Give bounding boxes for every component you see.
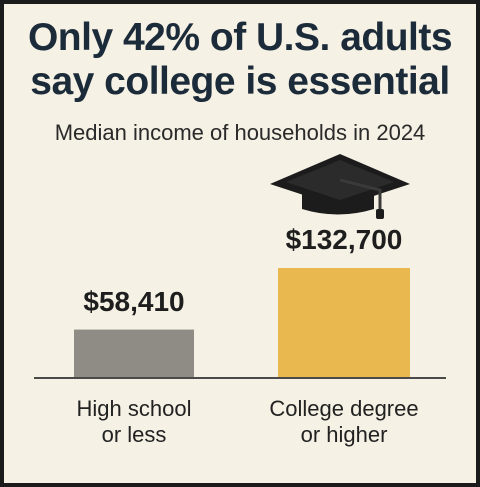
data-label-college: $132,700 — [285, 224, 403, 255]
data-label-high-school: $58,410 — [83, 285, 185, 317]
graduation-cap-icon — [270, 154, 410, 219]
bar-chart — [34, 154, 446, 379]
bar-high-school — [74, 329, 194, 378]
category-label-high-school: High school or less — [34, 396, 234, 448]
category-label-line: High school — [76, 396, 192, 421]
page-title-line-1: Only 42% of U.S. adults — [27, 16, 453, 59]
page-title-line-2: say college is essential — [30, 60, 450, 103]
category-label-line: or less — [101, 422, 167, 447]
chart-subtitle: Median income of households in 2024 — [54, 120, 426, 145]
category-label-line: or higher — [300, 422, 388, 447]
category-label-college: College degree or higher — [244, 396, 444, 448]
bars-group — [74, 268, 410, 378]
category-label-line: College degree — [269, 396, 419, 421]
infographic-card: Only 42% of U.S. adults say college is e… — [4, 4, 476, 483]
bar-college — [278, 268, 410, 378]
